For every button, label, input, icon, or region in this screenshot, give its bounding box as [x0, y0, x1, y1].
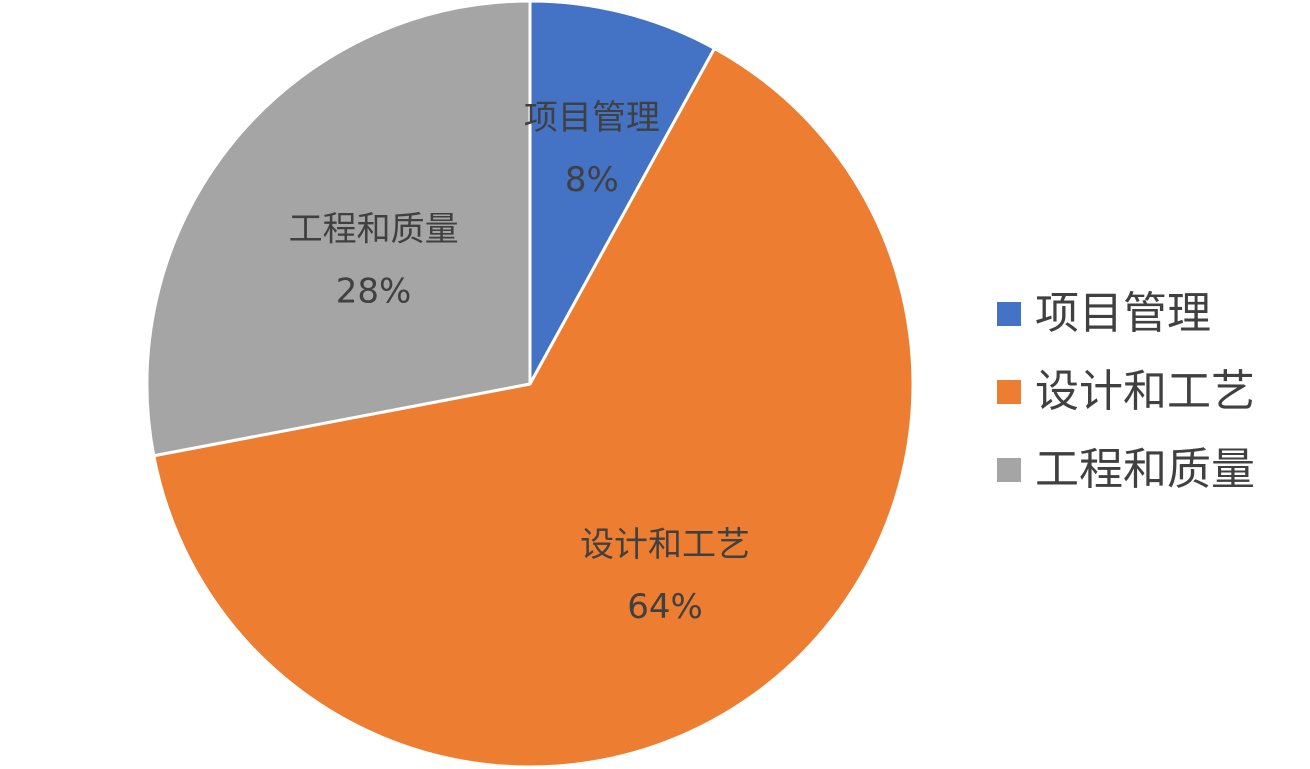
legend-label: 项目管理 [1035, 288, 1211, 339]
legend-item-project-management: 项目管理 [997, 275, 1307, 353]
data-label-category: 项目管理 [524, 98, 660, 138]
data-label-value: 8% [565, 160, 619, 200]
pie-data-labels: 项目管理 8% 设计和工艺 64% 工程和质量 28% [289, 98, 750, 627]
legend-label: 工程和质量 [1035, 444, 1255, 495]
data-label-engineering-and-quality: 工程和质量 28% [289, 210, 459, 312]
legend-swatch [997, 458, 1021, 482]
slice-design-and-process [152, 46, 915, 769]
legend-label: 设计和工艺 [1035, 366, 1255, 417]
data-label-project-management: 项目管理 8% [524, 98, 660, 200]
slice-project-management [528, 0, 717, 386]
pie-slices [145, 0, 915, 769]
legend-swatch [997, 302, 1021, 326]
data-label-value: 28% [336, 272, 412, 312]
legend-item-engineering-and-quality: 工程和质量 [997, 431, 1307, 509]
data-label-category: 设计和工艺 [580, 525, 750, 565]
data-label-value: 64% [627, 587, 703, 627]
data-label-design-and-process: 设计和工艺 64% [580, 525, 750, 627]
data-label-category: 工程和质量 [289, 210, 459, 250]
slice-engineering-and-quality [145, 0, 532, 458]
legend-swatch [997, 380, 1021, 404]
legend-item-design-and-process: 设计和工艺 [997, 353, 1307, 431]
legend: 项目管理 设计和工艺 工程和质量 [997, 275, 1307, 509]
